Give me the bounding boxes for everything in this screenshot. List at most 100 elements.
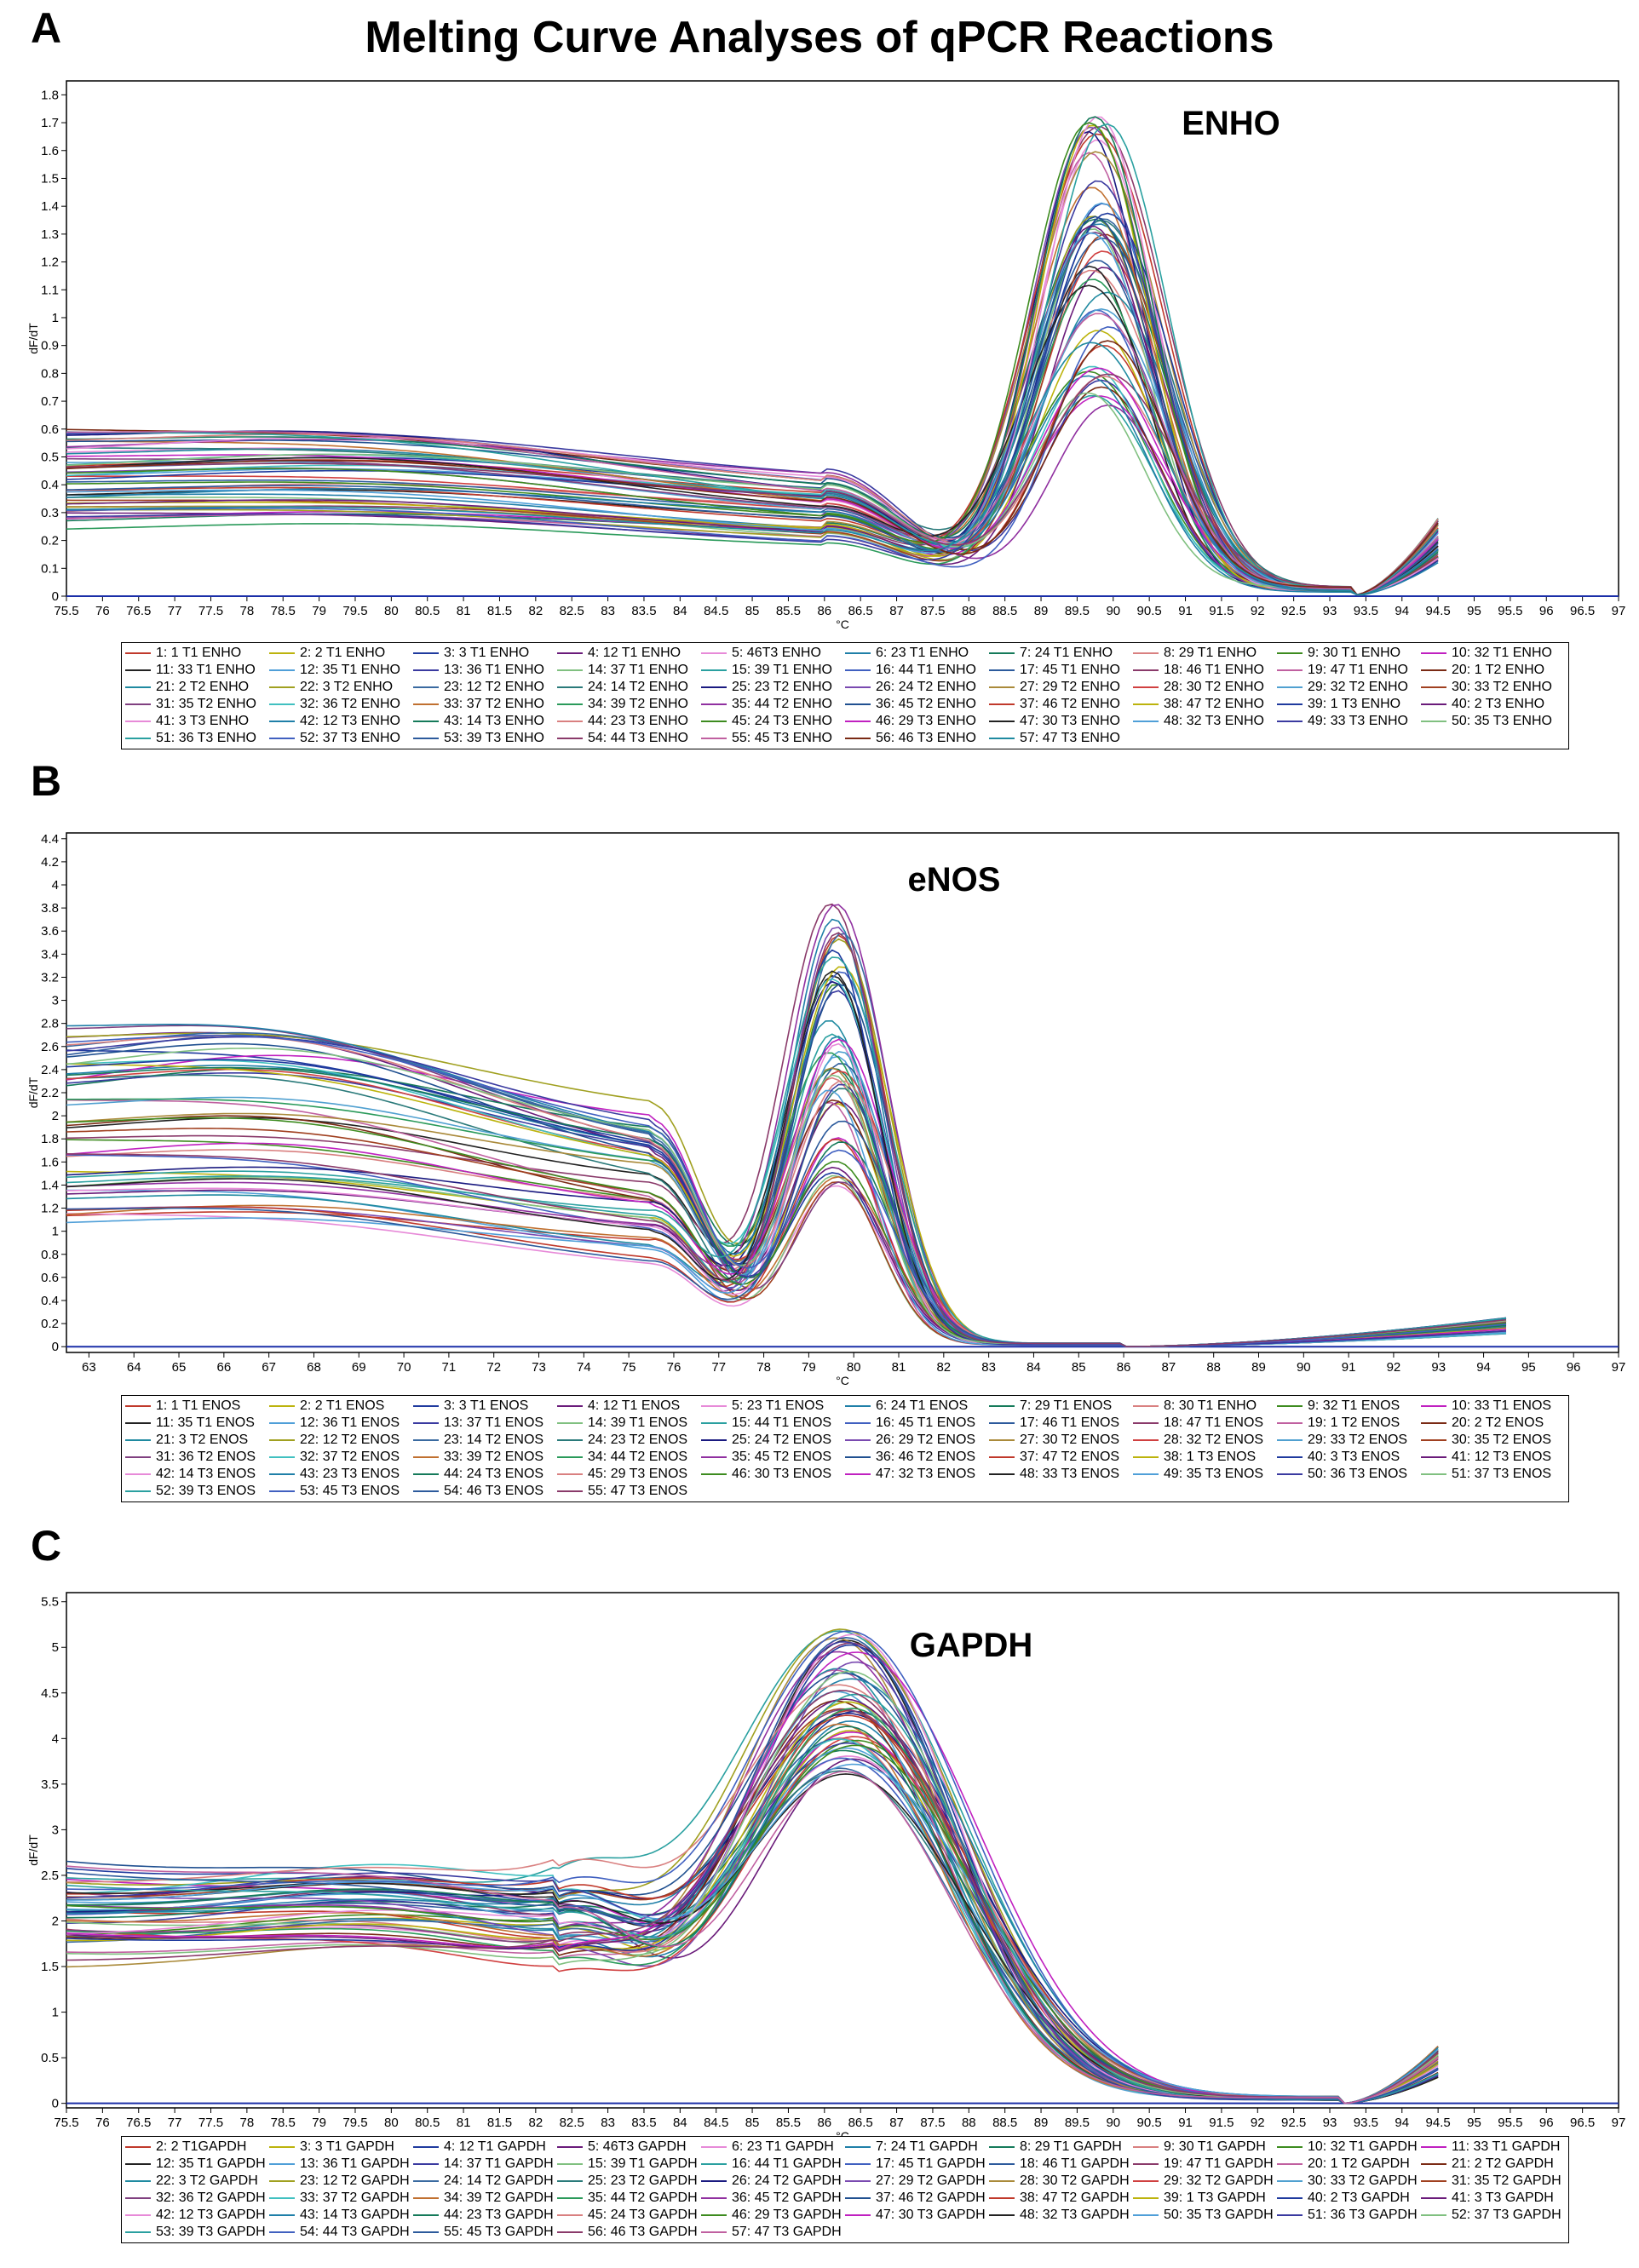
legend-item: 24: 14 T2 GAPDH	[413, 2173, 557, 2190]
legend-swatch	[701, 2146, 727, 2148]
legend-item: 42: 12 T3 ENHO	[269, 713, 413, 730]
legend-item: 10: 33 T1 ENOS	[1421, 1398, 1565, 1415]
legend-label: 27: 30 T2 ENOS	[1020, 1433, 1120, 1447]
legend-item: 3: 3 T1 GAPDH	[269, 2139, 413, 2156]
legend-label: 30: 33 T2 ENHO	[1452, 680, 1552, 694]
y-tick-label: 0.8	[41, 366, 59, 381]
legend-swatch	[557, 652, 583, 654]
series-line	[66, 237, 1439, 596]
y-tick-label: 2.4	[41, 1063, 59, 1077]
x-tick-label: 90	[1106, 604, 1120, 618]
legend-item: 52: 37 T3 GAPDH	[1421, 2207, 1565, 2224]
legend-label: 31: 35 T2 GAPDH	[1452, 2173, 1561, 2188]
legend-swatch	[557, 2214, 583, 2216]
x-tick-label: 86.5	[848, 2116, 873, 2130]
x-tick-label: 76	[95, 2116, 110, 2130]
legend-item: 47: 32 T3 ENOS	[845, 1466, 989, 1483]
legend-item: 27: 29 T2 ENHO	[989, 679, 1133, 696]
legend-label: 33: 37 T2 ENHO	[444, 697, 544, 711]
x-tick-label: 67	[262, 1360, 276, 1375]
y-tick-label: 0	[52, 1340, 59, 1354]
legend-item: 20: 1 T2 ENHO	[1421, 662, 1565, 679]
legend-label: 21: 3 T2 ENOS	[156, 1433, 249, 1447]
legend-item: 6: 23 T1 ENHO	[845, 645, 989, 662]
legend-item: 16: 45 T1 ENOS	[845, 1415, 989, 1432]
legend-swatch	[269, 1490, 295, 1492]
legend-item: 35: 44 T2 ENHO	[701, 696, 845, 713]
legend-swatch	[989, 652, 1015, 654]
legend-item: 54: 46 T3 ENOS	[413, 1483, 557, 1500]
legend-swatch	[701, 721, 727, 722]
x-tick-label: 94.5	[1426, 2116, 1451, 2130]
legend-label: 34: 39 T2 GAPDH	[444, 2190, 554, 2205]
legend-item: 2: 2 T1 ENOS	[269, 1398, 413, 1415]
legend-swatch	[845, 669, 871, 671]
x-tick-label: 68	[307, 1360, 321, 1375]
legend-item: 27: 30 T2 ENOS	[989, 1432, 1133, 1449]
legend-label: 17: 46 T1 ENOS	[1020, 1415, 1120, 1430]
legend-swatch	[413, 2163, 439, 2165]
x-tick-label: 95.5	[1498, 604, 1522, 618]
legend-item: 3: 3 T1 ENOS	[413, 1398, 557, 1415]
legend-label: 38: 47 T2 ENHO	[1164, 697, 1264, 711]
legend-label: 31: 35 T2 ENHO	[156, 697, 256, 711]
legend-label: 53: 39 T3 GAPDH	[156, 2225, 266, 2239]
y-tick-label: 0.2	[41, 1317, 59, 1331]
x-tick-label: 82	[528, 2116, 543, 2130]
legend-swatch	[701, 686, 727, 688]
legend-label: 36: 45 T2 ENHO	[876, 697, 976, 711]
legend-swatch	[269, 2214, 295, 2216]
legend-label: 41: 3 T3 ENHO	[156, 714, 250, 728]
legend-label: 32: 36 T2 ENHO	[300, 697, 400, 711]
legend-item: 46: 30 T3 ENOS	[701, 1466, 845, 1483]
y-tick-label: 0.2	[41, 534, 59, 548]
legend-swatch	[1421, 2197, 1446, 2199]
x-tick-label: 85	[745, 604, 760, 618]
y-tick-label: 0.5	[41, 2051, 59, 2065]
x-tick-label: 77	[168, 604, 182, 618]
plot-frame	[66, 832, 1619, 1353]
legend-item: 22: 3 T2 GAPDH	[125, 2173, 269, 2190]
panel-label-b: B	[31, 757, 62, 805]
y-tick-label: 0	[52, 2097, 59, 2111]
legend-item: 42: 14 T3 ENOS	[125, 1466, 269, 1483]
x-tick-label: 84.5	[704, 2116, 728, 2130]
x-tick-label: 87.5	[920, 604, 945, 618]
x-tick-label: 80.5	[415, 604, 440, 618]
legend-swatch	[557, 2146, 583, 2148]
x-tick-label: 94.5	[1426, 604, 1451, 618]
legend-item: 43: 23 T3 ENOS	[269, 1466, 413, 1483]
legend-swatch	[1421, 1422, 1446, 1424]
x-tick-label: 87.5	[920, 2116, 945, 2130]
legend-label: 49: 35 T3 ENOS	[1164, 1467, 1264, 1481]
legend-swatch	[989, 686, 1015, 688]
legend-swatch	[845, 2197, 871, 2199]
legend-swatch	[1277, 1473, 1303, 1475]
legend-swatch	[1277, 2163, 1303, 2165]
x-tick-label: 93	[1431, 1360, 1446, 1375]
x-tick-label: 89	[1251, 1360, 1266, 1375]
legend-label: 34: 39 T2 ENHO	[588, 697, 688, 711]
y-tick-label: 0.8	[41, 1248, 59, 1262]
legend-item: 25: 24 T2 ENOS	[701, 1432, 845, 1449]
legend-label: 55: 45 T3 ENHO	[732, 731, 832, 745]
gene-label: eNOS	[908, 861, 1001, 899]
legend-swatch	[413, 1422, 439, 1424]
legend-label: 22: 3 T2 GAPDH	[156, 2173, 258, 2188]
series-line	[66, 1771, 1439, 2104]
x-tick-label: 77	[168, 2116, 182, 2130]
x-tick-label: 74	[577, 1360, 591, 1375]
x-tick-label: 88.5	[992, 604, 1017, 618]
legend-swatch	[845, 721, 871, 722]
legend-swatch	[413, 703, 439, 705]
legend-swatch	[269, 1422, 295, 1424]
x-tick-label: 64	[127, 1360, 141, 1375]
legend-swatch	[1133, 686, 1159, 688]
plot-frame	[66, 1592, 1619, 2109]
legend-swatch	[1421, 2146, 1446, 2148]
legend-item: 21: 2 T2 GAPDH	[1421, 2156, 1565, 2173]
legend-label: 16: 44 T1 ENHO	[876, 663, 976, 677]
x-tick-label: 79.5	[342, 604, 367, 618]
legend-swatch	[269, 2231, 295, 2233]
x-tick-label: 84	[673, 2116, 687, 2130]
